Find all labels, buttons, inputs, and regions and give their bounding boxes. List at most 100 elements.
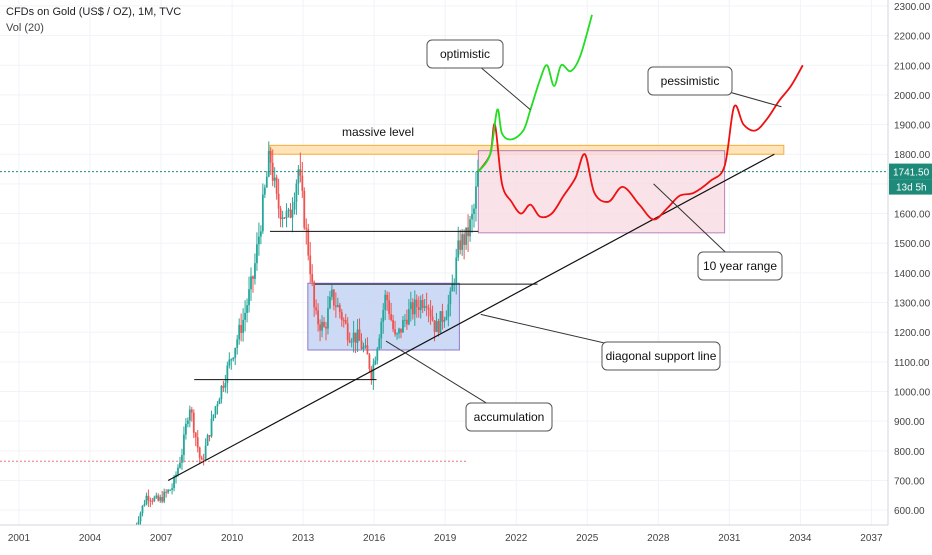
candle-body: [443, 320, 446, 322]
candle-body: [244, 312, 246, 320]
candle-body: [269, 150, 272, 163]
candle-body: [459, 240, 462, 250]
candle-body: [159, 497, 162, 501]
optimistic-callout-label: optimistic: [440, 47, 490, 61]
candle-body: [277, 193, 280, 209]
price-tick-label: 2000.00: [894, 91, 931, 102]
candle-body: [445, 316, 448, 321]
candle-body: [220, 385, 223, 400]
candle-body: [398, 328, 400, 334]
pessimistic-projection-path: [477, 64, 804, 221]
candle-body: [321, 321, 323, 331]
candle-body: [407, 309, 410, 325]
candle-body: [210, 418, 213, 437]
candle-body: [275, 177, 278, 194]
candle-body: [224, 383, 227, 388]
candle-body: [404, 319, 406, 321]
price-tick-label: 1200.00: [894, 328, 931, 339]
price-tick-label: 800.00: [894, 447, 925, 458]
candle-body: [206, 435, 209, 446]
candle-body: [427, 307, 430, 310]
candle-body: [354, 332, 357, 343]
countdown-tag: [889, 179, 932, 195]
candle-body: [285, 210, 288, 219]
candle-body: [248, 289, 250, 306]
candle-body: [315, 307, 318, 311]
candle-body: [386, 294, 389, 301]
projection-paths: [477, 14, 804, 221]
time-tick-label: 2034: [789, 533, 812, 544]
candle-body: [425, 306, 428, 308]
pessimistic-callout-box: [647, 66, 733, 96]
accumulation-callout-box: [465, 402, 553, 432]
candle-body: [192, 412, 195, 433]
time-tick-label: 2022: [505, 533, 528, 544]
candle-body: [370, 368, 373, 380]
candle-body: [212, 414, 215, 419]
time-tick-label: 2004: [79, 533, 102, 544]
candle-body: [259, 231, 262, 237]
candle-body: [149, 500, 152, 502]
candle-body: [190, 409, 193, 413]
candle-body: [346, 323, 349, 341]
candle-body: [265, 176, 268, 188]
candle-body: [331, 289, 333, 297]
candle-body: [475, 186, 477, 209]
candle-body: [186, 420, 189, 424]
diagonal-support-line: [167, 153, 775, 482]
candle-body: [139, 513, 142, 522]
price-tick-label: 1000.00: [894, 388, 931, 399]
candle-body: [325, 326, 327, 329]
countdown-text: 13d 5h: [896, 183, 927, 194]
candle-body: [334, 305, 337, 307]
candle-body: [240, 324, 243, 333]
candle-body: [295, 183, 298, 202]
candle-body: [279, 208, 282, 220]
candle-body: [161, 497, 164, 502]
candle-body: [238, 324, 241, 340]
candle-body: [350, 341, 353, 343]
ten-year-range-callout-box: [697, 251, 783, 281]
price-tick-label: 1300.00: [894, 299, 931, 310]
candle-body: [356, 329, 359, 343]
candle-body: [447, 304, 450, 317]
candle-body: [319, 324, 321, 331]
candle-body: [366, 345, 369, 355]
volume-indicator-label: Vol (20): [6, 22, 44, 34]
last-price-tag: [889, 163, 932, 180]
candle-body: [471, 214, 473, 220]
candle-body: [261, 194, 264, 232]
price-tick-label: 1500.00: [894, 239, 931, 250]
candle-body: [431, 316, 434, 321]
candle-body: [157, 495, 160, 501]
callouts: optimistic pessimistic 10 year range diagon…: [342, 39, 783, 432]
candle-body: [358, 329, 361, 341]
candle-body: [194, 432, 197, 438]
candle-body: [202, 459, 205, 461]
candle-body: [216, 404, 219, 407]
candle-body: [413, 299, 416, 315]
candle-body: [291, 209, 294, 218]
massive-level-label: massive level: [342, 125, 414, 139]
candle-body: [406, 319, 408, 325]
candle-body: [151, 500, 154, 502]
candle-body: [402, 320, 404, 333]
candle-body: [165, 491, 168, 493]
candle-body: [441, 311, 444, 322]
candle-body: [267, 150, 270, 177]
price-axis-background: [888, 0, 932, 550]
candle-body: [465, 227, 468, 245]
time-tick-label: 2037: [860, 533, 883, 544]
price-tick-label: 900.00: [894, 417, 925, 428]
trend-lines: [0, 153, 888, 482]
candle-body: [469, 219, 471, 237]
candle-body: [305, 227, 308, 230]
price-tick-label: 600.00: [894, 506, 925, 517]
candle-body: [473, 208, 475, 215]
candle-body: [293, 201, 296, 210]
accumulation-callout-label: accumulation: [474, 410, 545, 424]
candle-body: [415, 299, 418, 308]
candle-body: [390, 314, 393, 321]
